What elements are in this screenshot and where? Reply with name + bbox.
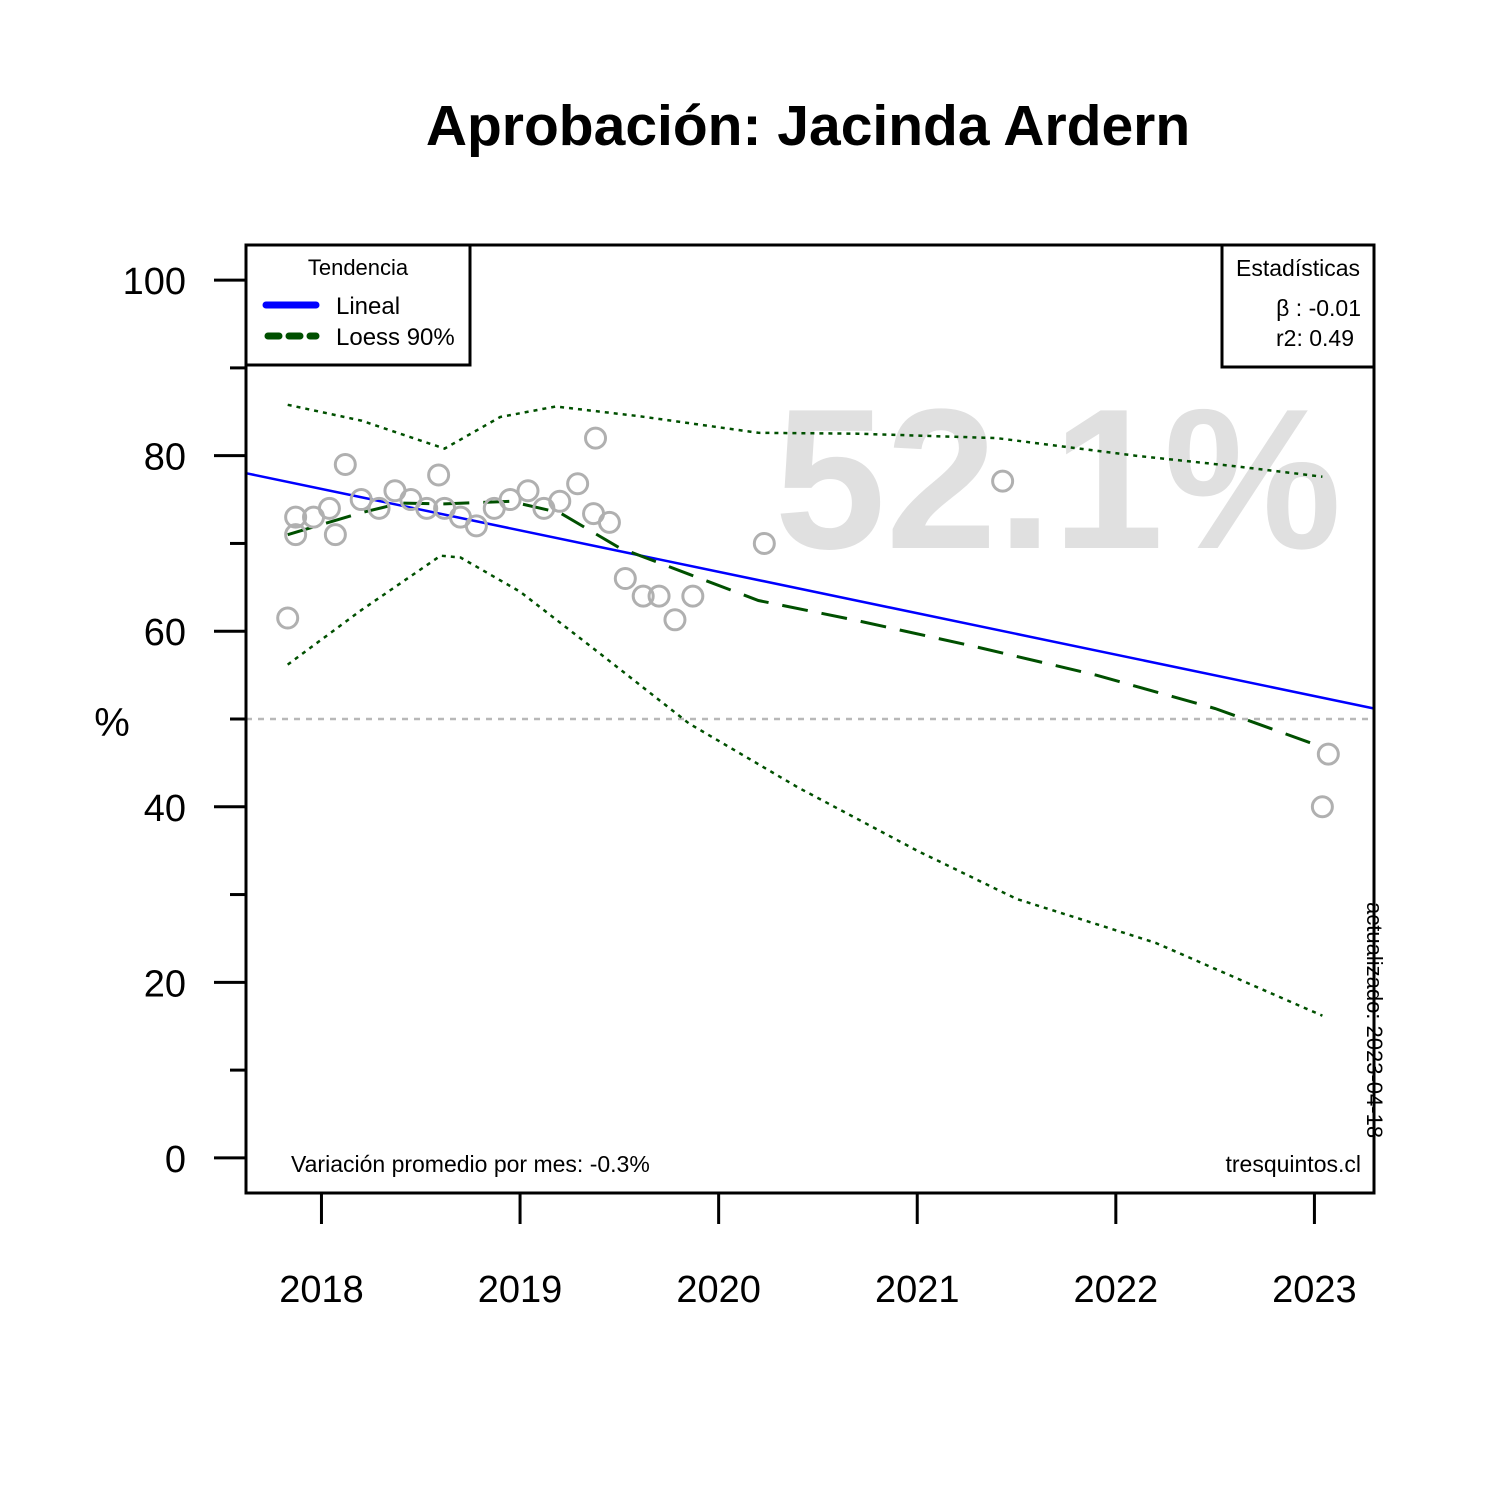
- data-point: [349, 488, 373, 512]
- y-tick-label: 80: [144, 437, 186, 479]
- y-tick-label: 0: [165, 1139, 186, 1181]
- x-tick-label: 2022: [1074, 1269, 1159, 1311]
- source-credit: tresquintos.cl: [1225, 1151, 1361, 1177]
- data-point: [464, 514, 488, 538]
- updated-date-note: actualizado: 2023-04-18: [1362, 902, 1387, 1138]
- data-point: [516, 479, 540, 503]
- data-point: [1316, 742, 1340, 766]
- chart-title: Aprobación: Jacinda Ardern: [426, 94, 1190, 158]
- data-point: [663, 608, 687, 632]
- data-point: [333, 452, 357, 476]
- data-point: [752, 531, 776, 555]
- plot-frame: [244, 243, 1376, 1195]
- loess-trend-line: [287, 499, 1323, 749]
- data-point: [284, 505, 308, 529]
- data-point: [566, 472, 590, 496]
- y-tick-label: 40: [144, 788, 186, 830]
- data-point: [323, 523, 347, 547]
- trend-legend: Tendencia Lineal Loess 90%: [244, 243, 472, 367]
- monthly-variation-note: Variación promedio por mes: -0.3%: [291, 1151, 650, 1177]
- data-point: [367, 496, 391, 520]
- stats-legend: Estadísticas β : -0.01 r2: 0.49: [1220, 243, 1376, 369]
- data-point: [548, 489, 572, 513]
- big-value-watermark: 52.1%: [774, 368, 1341, 591]
- data-point: [613, 567, 637, 591]
- data-point: [498, 488, 522, 512]
- stats-legend-box: [1220, 243, 1376, 369]
- stats-r2: r2: 0.49: [1276, 325, 1354, 351]
- data-point: [415, 496, 439, 520]
- y-axis-label: %: [94, 701, 130, 745]
- y-tick-label: 100: [123, 261, 186, 303]
- stats-beta: β : -0.01: [1276, 295, 1361, 321]
- data-points-group: [276, 426, 1340, 819]
- data-point: [597, 510, 621, 534]
- data-point: [991, 469, 1015, 493]
- legend-label-lineal: Lineal: [336, 293, 400, 320]
- data-point: [276, 606, 300, 630]
- x-tick-label: 2020: [676, 1269, 761, 1311]
- legend-label-loess: Loess 90%: [336, 324, 455, 351]
- trend-legend-title: Tendencia: [308, 255, 409, 280]
- data-point: [284, 523, 308, 547]
- data-point: [584, 426, 608, 450]
- x-tick-label: 2019: [478, 1269, 563, 1311]
- stats-legend-title: Estadísticas: [1236, 255, 1360, 281]
- data-point: [427, 463, 451, 487]
- y-tick-label: 20: [144, 963, 186, 1005]
- x-tick-label: 2023: [1272, 1269, 1357, 1311]
- loess-upper-bound-line: [287, 403, 1323, 478]
- loess-lower-bound-line: [286, 554, 1323, 1017]
- data-point: [631, 584, 655, 608]
- y-tick-label: 60: [144, 612, 186, 654]
- data-point: [681, 584, 705, 608]
- data-point: [647, 584, 671, 608]
- x-tick-label: 2021: [875, 1269, 960, 1311]
- data-point: [1310, 795, 1334, 819]
- data-point: [317, 496, 341, 520]
- x-tick-label: 2018: [279, 1269, 364, 1311]
